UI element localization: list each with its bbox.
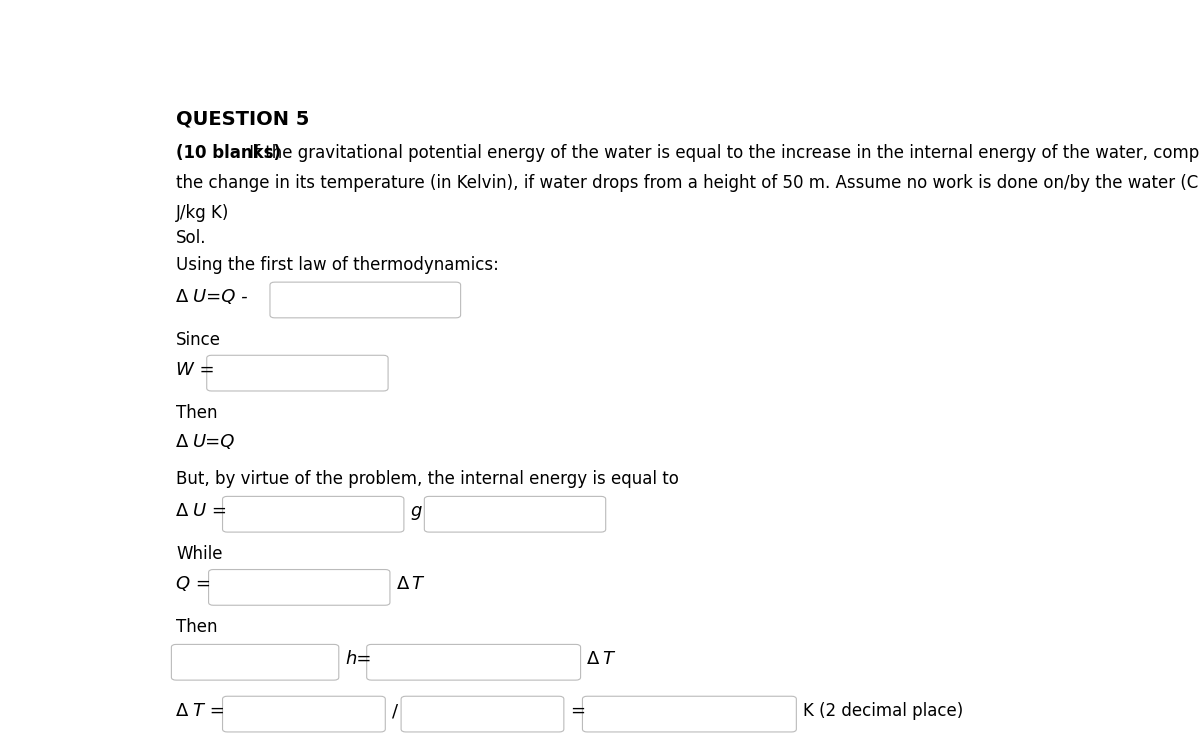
- Text: Since: Since: [176, 331, 221, 349]
- Text: (10 blanks): (10 blanks): [176, 144, 281, 162]
- Text: Using the first law of thermodynamics:: Using the first law of thermodynamics:: [176, 257, 499, 275]
- Text: But, by virtue of the problem, the internal energy is equal to: But, by virtue of the problem, the inter…: [176, 470, 679, 488]
- Text: While: While: [176, 545, 222, 563]
- Text: the change in its temperature (in Kelvin), if water drops from a height of 50 m.: the change in its temperature (in Kelvin…: [176, 174, 1200, 192]
- FancyBboxPatch shape: [582, 696, 797, 732]
- Text: h=: h=: [346, 650, 372, 668]
- FancyBboxPatch shape: [172, 645, 338, 680]
- Text: U=Q -: U=Q -: [193, 288, 247, 306]
- Text: Δ: Δ: [176, 502, 188, 520]
- Text: Δ: Δ: [587, 650, 600, 668]
- Text: Δ: Δ: [176, 433, 188, 451]
- Text: Then: Then: [176, 619, 217, 637]
- Text: J/kg K): J/kg K): [176, 204, 229, 222]
- Text: g: g: [410, 502, 421, 520]
- Text: Then: Then: [176, 404, 217, 422]
- Text: Sol.: Sol.: [176, 229, 206, 247]
- Text: /: /: [391, 702, 398, 720]
- Text: If the gravitational potential energy of the water is equal to the increase in t: If the gravitational potential energy of…: [244, 144, 1200, 162]
- Text: T: T: [602, 650, 613, 668]
- Text: T =: T =: [193, 702, 224, 720]
- Text: Δ: Δ: [176, 288, 188, 306]
- FancyBboxPatch shape: [367, 645, 581, 680]
- FancyBboxPatch shape: [401, 696, 564, 732]
- FancyBboxPatch shape: [270, 282, 461, 318]
- FancyBboxPatch shape: [425, 497, 606, 532]
- Text: QUESTION 5: QUESTION 5: [176, 110, 310, 129]
- Text: =: =: [570, 702, 586, 720]
- Text: U =: U =: [193, 502, 227, 520]
- Text: T: T: [412, 575, 422, 593]
- Text: Δ: Δ: [176, 702, 188, 720]
- FancyBboxPatch shape: [209, 569, 390, 605]
- FancyBboxPatch shape: [206, 355, 388, 391]
- Text: Δ: Δ: [396, 575, 409, 593]
- FancyBboxPatch shape: [222, 696, 385, 732]
- FancyBboxPatch shape: [222, 497, 404, 532]
- Text: W =: W =: [176, 361, 215, 379]
- Text: K (2 decimal place): K (2 decimal place): [803, 702, 964, 720]
- Text: Q =: Q =: [176, 575, 211, 593]
- Text: U=Q: U=Q: [193, 433, 235, 451]
